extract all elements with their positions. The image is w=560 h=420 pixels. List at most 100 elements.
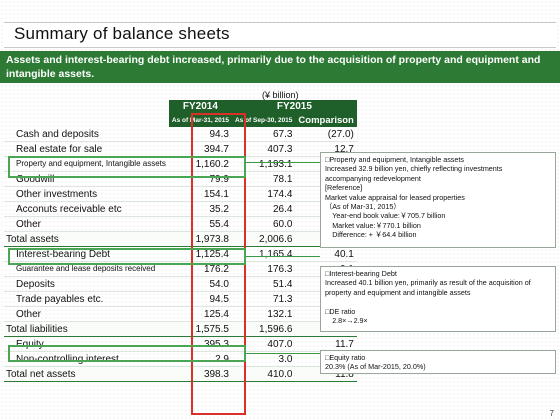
ppe-note-line: Difference: + ￥64.4 billion <box>325 230 417 240</box>
header-row-dates: As of Mar-31, 2015 As of Sep-30, 2015 Co… <box>4 113 357 127</box>
header-comparison: Comparison <box>295 113 357 127</box>
row-label: Other investments <box>4 186 169 202</box>
row-label: Goodwill <box>4 171 169 187</box>
header-row-years: FY2014 FY2015 <box>4 100 357 113</box>
ppe-note-line: Increased 32.9 billion yen, chiefly refl… <box>325 164 503 174</box>
value-fy2015: 2,006.6 <box>231 231 296 247</box>
row-label: Other <box>4 306 169 322</box>
row-label: Interest-bearing Debt <box>4 246 169 262</box>
value-fy2015: 26.4 <box>231 201 296 217</box>
ppe-note-line: [Reference] <box>325 183 363 193</box>
value-fy2015: 1,193.1 <box>231 156 296 172</box>
table-row: Interest-bearing Debt 1,125.4 1,165.4 40.1 <box>4 246 357 262</box>
value-fy2014: 394.7 <box>168 141 232 157</box>
ppe-note: □Property and equipment, Intangible asse… <box>320 152 556 248</box>
value-fy2015: 407.0 <box>231 336 296 352</box>
row-label: Deposits <box>4 276 169 292</box>
debt-note-line: □Interest-bearing Debt <box>325 269 397 278</box>
table-row: Property and equipment, Intangible asset… <box>4 156 357 172</box>
value-fy2015: 60.0 <box>231 216 296 232</box>
header-asof-sep: As of Sep-30, 2015 <box>231 113 296 127</box>
value-fy2015: 410.0 <box>231 366 296 382</box>
total-row: Total net assets 398.3 410.0 11.8 <box>4 366 357 382</box>
value-fy2014: 35.2 <box>168 201 232 217</box>
table-row: Guarantee and lease deposits received 176… <box>4 261 357 277</box>
debt-note-line: property and equipment and intangible as… <box>325 287 471 297</box>
balance-sheet-table: FY2014 FY2015 As of Mar-31, 2015 As of S… <box>4 100 357 382</box>
ppe-note-line: Year-end book value:￥705.7 billion <box>325 211 446 221</box>
row-label: Cash and deposits <box>4 127 169 142</box>
value-fy2014: 54.0 <box>168 276 232 292</box>
value-comparison: 40.1 <box>295 246 357 262</box>
value-fy2014: 395.3 <box>168 336 232 352</box>
row-label: Acconuts receivable etc <box>4 201 169 217</box>
value-fy2015: 78.1 <box>231 171 296 187</box>
row-label: Equity <box>4 336 169 352</box>
ppe-note-line: Market value:￥770.1 billion <box>325 220 421 230</box>
value-comparison: (27.0) <box>295 127 357 142</box>
summary-banner: Assets and interest-bearing debt increas… <box>0 51 560 83</box>
equity-note-line: 20.3% (As of Mar-2015, 20.0%) <box>325 362 426 372</box>
debt-note-line: 2.8×→2.9× <box>325 316 368 326</box>
header-fy2014: FY2014 <box>168 100 232 113</box>
value-fy2014: 1,973.8 <box>168 231 232 247</box>
value-fy2014: 94.3 <box>168 127 232 142</box>
debt-note-line: Increased 40.1 billion yen, primarily as… <box>325 278 531 288</box>
page-number: 7 <box>549 409 554 418</box>
value-fy2014: 398.3 <box>168 366 232 382</box>
unit-label: (¥ billion) <box>262 90 299 100</box>
table-row: Trade payables etc.94.571.3(23.2) <box>4 291 357 307</box>
row-label: Property and equipment, Intangible asset… <box>4 156 169 172</box>
value-fy2014: 2.9 <box>168 351 232 367</box>
value-fy2014: 154.1 <box>168 186 232 202</box>
equity-connector-line <box>246 353 320 354</box>
value-fy2015: 174.4 <box>231 186 296 202</box>
ppe-note-line: （As of Mar-31, 2015） <box>325 202 401 212</box>
value-fy2014: 94.5 <box>168 291 232 307</box>
value-fy2014: 1,575.5 <box>168 321 232 337</box>
debt-note-line: □DE ratio <box>325 306 356 316</box>
row-label: Trade payables etc. <box>4 291 169 307</box>
ppe-note-line: Market value appraisal for leased proper… <box>325 192 465 202</box>
debt-connector-line <box>246 256 320 257</box>
row-label: Total net assets <box>4 366 169 382</box>
value-fy2015: 407.3 <box>231 141 296 157</box>
row-label: Non-controlling interest <box>4 351 169 367</box>
value-fy2014: 79.9 <box>168 171 232 187</box>
value-fy2015: 132.1 <box>231 306 296 322</box>
debt-note: □Interest-bearing Debt Increased 40.1 bi… <box>320 266 556 332</box>
ppe-note-line: accompanying redevelopment <box>325 173 421 183</box>
value-fy2015: 67.3 <box>231 127 296 142</box>
value-fy2015: 71.3 <box>231 291 296 307</box>
row-label: Total liabilities <box>4 321 169 337</box>
value-fy2014: 55.4 <box>168 216 232 232</box>
value-fy2015: 1,596.6 <box>231 321 296 337</box>
table-row: Equity 395.3 407.0 11.7 <box>4 336 357 352</box>
value-fy2015: 176.3 <box>231 261 296 277</box>
table-row: Cash and deposits 94.3 67.3 (27.0) <box>4 127 357 142</box>
header-fy2015: FY2015 <box>231 100 357 113</box>
equity-note: □Equity ratio 20.3% (As of Mar-2015, 20.… <box>320 350 556 374</box>
value-fy2014: 1,160.2 <box>168 156 232 172</box>
row-label: Guarantee and lease deposits received <box>4 261 169 277</box>
value-fy2014: 125.4 <box>168 306 232 322</box>
value-fy2015: 51.4 <box>231 276 296 292</box>
ppe-connector-line <box>246 162 320 163</box>
ppe-note-line: □Property and equipment, Intangible asse… <box>325 155 464 164</box>
row-label: Real estate for sale <box>4 141 169 157</box>
row-label: Other <box>4 216 169 232</box>
header-asof-mar: As of Mar-31, 2015 <box>168 113 232 127</box>
title-bar: Summary of balance sheets <box>4 22 556 48</box>
value-fy2014: 176.2 <box>168 261 232 277</box>
value-fy2015: 1,165.4 <box>231 246 296 262</box>
equity-note-line: □Equity ratio <box>325 353 366 362</box>
row-label: Total assets <box>4 231 169 247</box>
